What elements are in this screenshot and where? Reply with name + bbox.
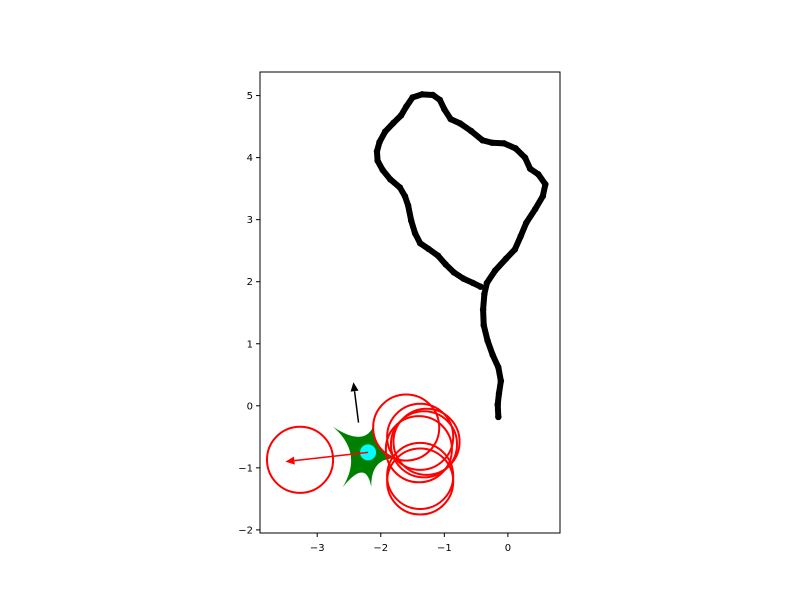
trajectory-point-0 — [477, 283, 484, 290]
trajectory-line — [373, 91, 549, 420]
x-axis: −3 −2 −1 0 — [310, 533, 511, 554]
trajectory-point-44 — [491, 267, 499, 274]
trajectory-point-7 — [416, 240, 424, 247]
obstacle-circle-4 — [384, 415, 453, 484]
y-tick-label-5: 3 — [247, 215, 253, 226]
trajectory-point-2 — [460, 275, 467, 282]
trajectory-point-45 — [483, 279, 491, 287]
x-tick-label-1: −2 — [373, 543, 388, 554]
trajectory-point-38 — [539, 192, 547, 200]
obstacle-circle-1 — [372, 393, 441, 462]
trajectory-point-30 — [479, 137, 486, 144]
y-tick-label-2: 0 — [247, 401, 253, 412]
obstacle-circle-2 — [386, 402, 455, 471]
arrows — [285, 382, 369, 465]
trajectory-point-17 — [376, 138, 383, 146]
trajectory-point-18 — [382, 128, 389, 135]
trajectory-point-51 — [495, 364, 502, 371]
trajectory-point-14 — [379, 166, 386, 174]
trajectory-point-41 — [517, 233, 524, 240]
trajectory-point-53 — [495, 390, 503, 397]
trajectory-point-1 — [469, 279, 477, 287]
trajectory-point-6 — [425, 245, 432, 253]
trajectory-point-39 — [532, 205, 539, 213]
obstacle-circle-6 — [386, 441, 455, 510]
y-tick-label-4: 2 — [247, 277, 253, 288]
trajectory-point-42 — [511, 246, 519, 253]
trajectory-point-55 — [495, 413, 502, 421]
trajectory-point-16 — [373, 148, 381, 155]
trajectory-point-48 — [480, 321, 487, 329]
obstacle-circles — [265, 393, 461, 516]
obstacle-circle-3 — [389, 410, 459, 479]
trajectory-point-47 — [479, 306, 487, 313]
trajectory-point-34 — [521, 154, 529, 161]
trajectory-point-5 — [434, 252, 442, 259]
trajectory-point-21 — [402, 103, 410, 110]
trajectory-point-22 — [409, 94, 416, 101]
trajectory-point-33 — [512, 145, 519, 152]
trajectory-series — [373, 91, 549, 421]
y-tick-label-3: 1 — [247, 339, 253, 350]
trajectory-point-50 — [489, 351, 496, 359]
heading-arrow-head — [350, 382, 359, 392]
x-tick-label-0: −3 — [310, 543, 325, 554]
trajectory-point-27 — [447, 115, 454, 123]
target-arrow-shaft — [294, 451, 369, 462]
trajectory-point-20 — [397, 112, 405, 119]
trajectory-point-11 — [401, 192, 409, 200]
x-tick-label-3: 0 — [505, 543, 511, 554]
trajectory-point-4 — [442, 261, 449, 268]
trajectory-point-3 — [450, 269, 458, 276]
trajectory-point-9 — [408, 217, 415, 225]
trajectory-point-37 — [542, 181, 549, 188]
plot-area — [265, 91, 549, 516]
x-tick-label-2: −1 — [437, 543, 452, 554]
trajectory-point-15 — [374, 157, 381, 164]
trajectory-point-10 — [404, 202, 412, 209]
axes-frame — [259, 71, 561, 534]
trajectory-point-13 — [387, 176, 394, 183]
trajectory-point-46 — [481, 290, 488, 298]
trajectory-point-19 — [390, 119, 397, 127]
trajectory-point-31 — [488, 139, 496, 146]
trajectory-point-52 — [497, 377, 505, 385]
trajectory-point-23 — [418, 91, 426, 98]
obstacle-circle-7 — [386, 447, 455, 516]
trajectory-point-40 — [523, 219, 530, 226]
target-arrow-head — [285, 456, 295, 465]
trajectory-point-8 — [411, 230, 419, 237]
heading-arrow-shaft — [353, 391, 360, 423]
y-tick-label-0: −2 — [238, 525, 253, 536]
y-tick-label-7: 5 — [247, 91, 253, 102]
trajectory-point-35 — [526, 165, 534, 172]
trajectory-point-25 — [436, 96, 444, 104]
trajectory-point-28 — [457, 120, 464, 127]
trajectory-point-29 — [467, 127, 475, 135]
y-tick-label-6: 4 — [247, 153, 253, 164]
obstacle-circle-0 — [265, 425, 335, 494]
trajectory-point-54 — [494, 401, 501, 408]
trajectory-point-26 — [441, 106, 448, 113]
trajectory-point-12 — [396, 184, 404, 191]
trajectory-point-43 — [502, 255, 510, 262]
trajectory-point-32 — [500, 140, 508, 147]
trajectory-point-24 — [429, 91, 437, 99]
trajectory-point-49 — [484, 337, 491, 344]
obstacle-circle-5 — [392, 407, 461, 476]
y-axis: −2 −1 0 1 2 3 4 5 — [238, 91, 260, 536]
y-tick-label-1: −1 — [238, 463, 253, 474]
trajectory-point-36 — [535, 171, 542, 178]
